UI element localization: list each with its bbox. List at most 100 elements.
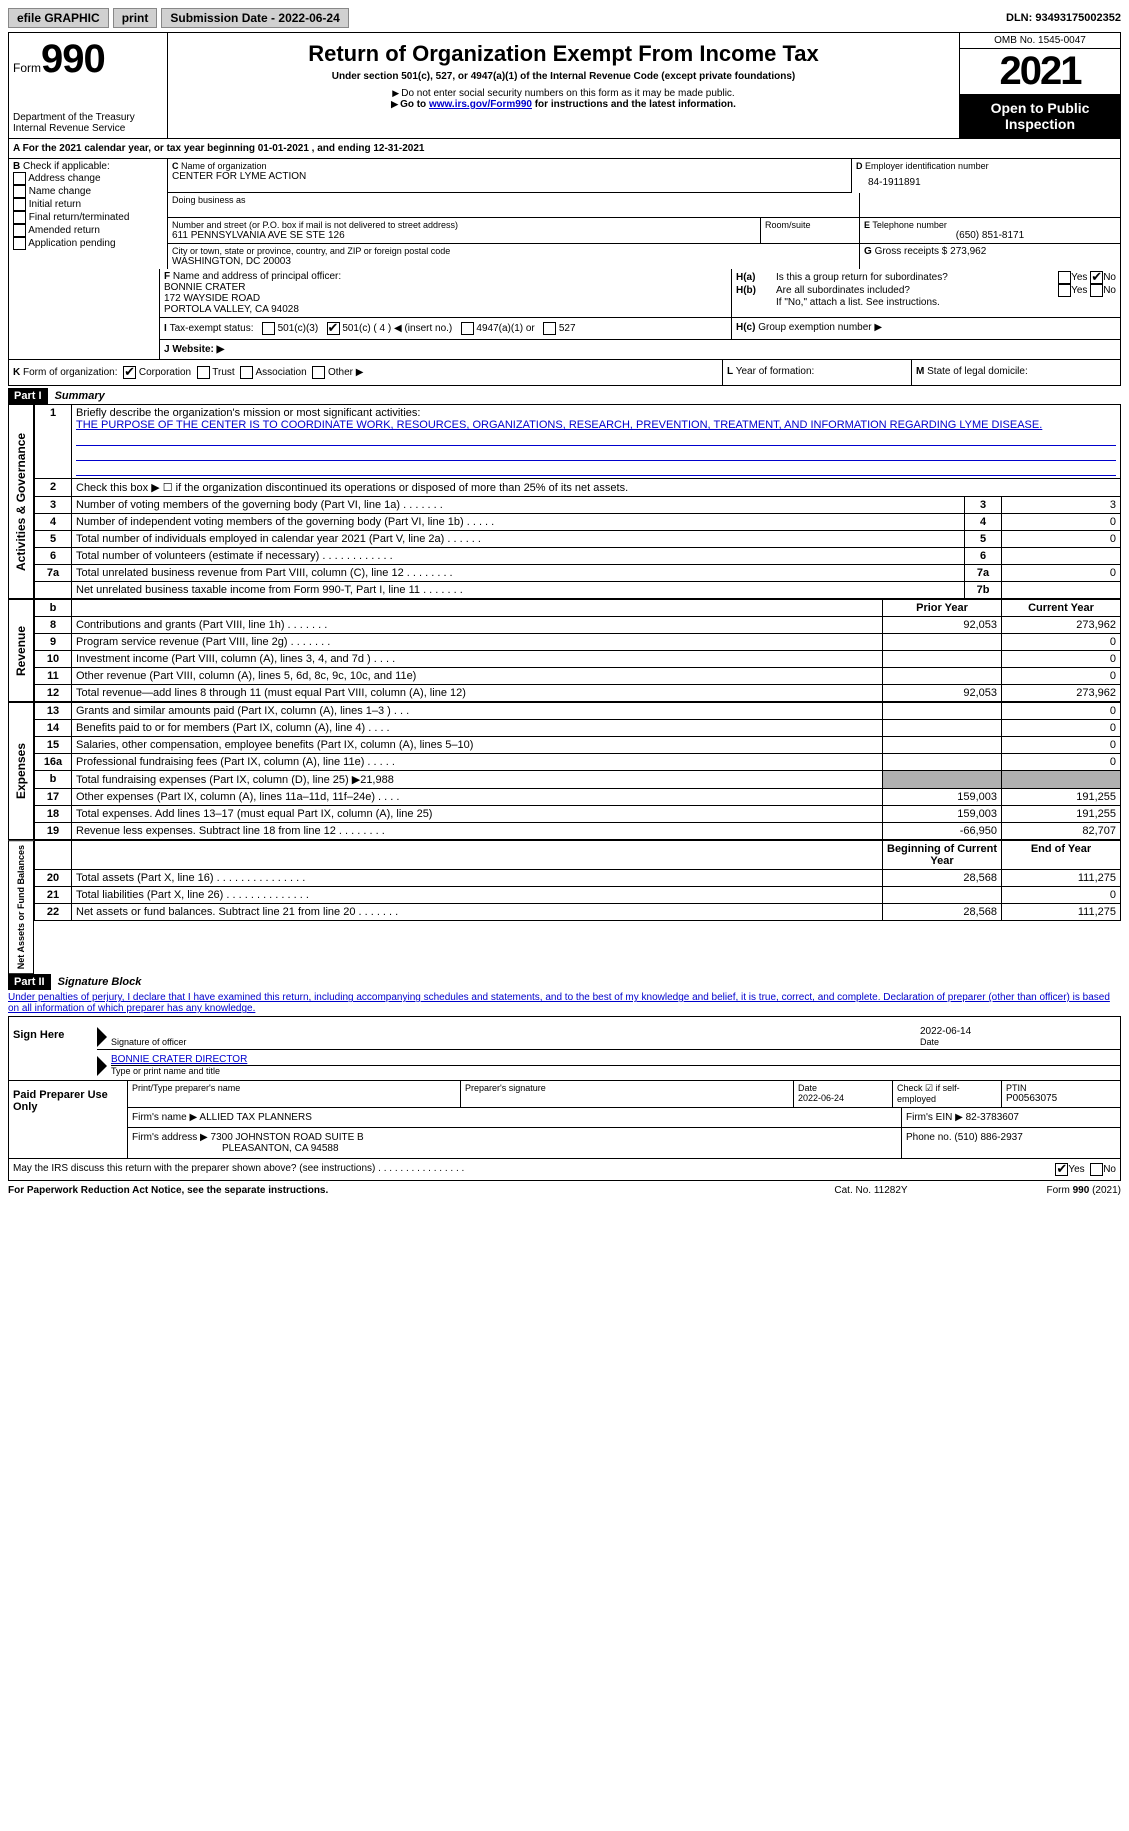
name-change-checkbox[interactable] bbox=[13, 185, 26, 198]
rev-text: Total revenue—add lines 8 through 11 (mu… bbox=[72, 685, 883, 702]
exp-text: Other expenses (Part IX, column (A), lin… bbox=[72, 789, 883, 806]
gov-text: Total number of individuals employed in … bbox=[72, 531, 965, 548]
hb-yes-checkbox[interactable] bbox=[1058, 284, 1071, 297]
net-begin: 28,568 bbox=[883, 904, 1002, 921]
sections-klm: K Form of organization: Corporation Trus… bbox=[8, 360, 1121, 386]
hc-label: Group exemption number ▶ bbox=[758, 322, 882, 333]
k-opt-3: Other ▶ bbox=[328, 367, 363, 378]
4947-checkbox[interactable] bbox=[461, 322, 474, 335]
net-begin bbox=[883, 887, 1002, 904]
hb-note: If "No," attach a list. See instructions… bbox=[736, 297, 1116, 308]
app-pending-checkbox[interactable] bbox=[13, 237, 26, 250]
strip-revenue: Revenue bbox=[8, 599, 34, 702]
j-label: Website: ▶ bbox=[172, 344, 224, 355]
gov-val: 0 bbox=[1002, 514, 1121, 531]
exp-text: Salaries, other compensation, employee b… bbox=[72, 737, 883, 754]
firm-name: ALLIED TAX PLANNERS bbox=[199, 1112, 311, 1123]
rev-prior bbox=[883, 668, 1002, 685]
caret-icon bbox=[97, 1027, 107, 1047]
discuss-no-checkbox[interactable] bbox=[1090, 1163, 1103, 1176]
exp-text: Revenue less expenses. Subtract line 18 … bbox=[72, 823, 883, 840]
assoc-checkbox[interactable] bbox=[240, 366, 253, 379]
exp-row: 13Grants and similar amounts paid (Part … bbox=[35, 703, 1121, 720]
footer-mid: Cat. No. 11282Y bbox=[771, 1185, 971, 1196]
officer-addr1: 172 WAYSIDE ROAD bbox=[164, 293, 727, 304]
firm-addr-label: Firm's address ▶ bbox=[132, 1132, 208, 1143]
ha-yes-checkbox[interactable] bbox=[1058, 271, 1071, 284]
sig-date: 2022-06-14 bbox=[920, 1026, 1120, 1037]
prep-date: 2022-06-24 bbox=[798, 1093, 888, 1103]
i-opt-0: 501(c)(3) bbox=[278, 323, 319, 334]
k-opt-2: Association bbox=[256, 367, 307, 378]
dba-label: Doing business as bbox=[172, 195, 855, 205]
prep-sig-label: Preparer's signature bbox=[465, 1083, 789, 1093]
officer-name: BONNIE CRATER bbox=[164, 282, 727, 293]
exp-row: 19Revenue less expenses. Subtract line 1… bbox=[35, 823, 1121, 840]
gov-val: 0 bbox=[1002, 565, 1121, 582]
room-label: Room/suite bbox=[761, 218, 859, 243]
page-footer: For Paperwork Reduction Act Notice, see … bbox=[8, 1181, 1121, 1200]
corp-checkbox[interactable] bbox=[123, 366, 136, 379]
exp-text: Total expenses. Add lines 13–17 (must eq… bbox=[72, 806, 883, 823]
527-checkbox[interactable] bbox=[543, 322, 556, 335]
rev-text: Investment income (Part VIII, column (A)… bbox=[72, 651, 883, 668]
self-employed: Check ☑ if self-employed bbox=[893, 1081, 1002, 1107]
dln: DLN: 93493175002352 bbox=[1006, 12, 1121, 24]
top-toolbar: efile GRAPHIC print Submission Date - 20… bbox=[8, 8, 1121, 28]
exp-curr: 191,255 bbox=[1002, 806, 1121, 823]
yes-lbl2: Yes bbox=[1071, 285, 1087, 296]
exp-text: Grants and similar amounts paid (Part IX… bbox=[72, 703, 883, 720]
addr-change-checkbox[interactable] bbox=[13, 172, 26, 185]
other-checkbox[interactable] bbox=[312, 366, 325, 379]
k-label: Form of organization: bbox=[23, 367, 118, 378]
exp-row: 15Salaries, other compensation, employee… bbox=[35, 737, 1121, 754]
submission-value: 2022-06-24 bbox=[278, 11, 339, 25]
firm-name-label: Firm's name ▶ bbox=[132, 1112, 197, 1123]
net-row: 22Net assets or fund balances. Subtract … bbox=[35, 904, 1121, 921]
gov-text: Number of independent voting members of … bbox=[72, 514, 965, 531]
initial-return-checkbox[interactable] bbox=[13, 198, 26, 211]
gov-val bbox=[1002, 548, 1121, 565]
501c-checkbox[interactable] bbox=[327, 322, 340, 335]
firm-phone: (510) 886-2937 bbox=[954, 1132, 1022, 1143]
501c3-checkbox[interactable] bbox=[262, 322, 275, 335]
exp-curr-gray bbox=[1002, 771, 1121, 789]
discuss-yes-checkbox[interactable] bbox=[1055, 1163, 1068, 1176]
firm-ein-label: Firm's EIN ▶ bbox=[906, 1112, 963, 1123]
trust-checkbox[interactable] bbox=[197, 366, 210, 379]
b-opt-2: Initial return bbox=[29, 199, 81, 210]
phone-label: Phone no. bbox=[906, 1132, 954, 1143]
prep-date-label: Date bbox=[798, 1083, 888, 1093]
phone: (650) 851-8171 bbox=[864, 230, 1116, 241]
ha-no-checkbox[interactable] bbox=[1090, 271, 1103, 284]
k-opt-1: Trust bbox=[212, 367, 234, 378]
exp-prior bbox=[883, 720, 1002, 737]
expenses-section: Expenses 13Grants and similar amounts pa… bbox=[8, 702, 1121, 840]
amended-return-checkbox[interactable] bbox=[13, 224, 26, 237]
exp-row: 14Benefits paid to or for members (Part … bbox=[35, 720, 1121, 737]
m-label: State of legal domicile: bbox=[927, 366, 1028, 377]
final-return-checkbox[interactable] bbox=[13, 211, 26, 224]
g-label: Gross receipts $ bbox=[875, 246, 951, 257]
exp-text: Professional fundraising fees (Part IX, … bbox=[72, 754, 883, 771]
form-subtitle: Under section 501(c), 527, or 4947(a)(1)… bbox=[176, 71, 951, 82]
part1-header: Part I Summary bbox=[8, 388, 1121, 404]
dln-value: 93493175002352 bbox=[1035, 12, 1121, 24]
netassets-section: Net Assets or Fund Balances Beginning of… bbox=[8, 840, 1121, 974]
exp-row: bTotal fundraising expenses (Part IX, co… bbox=[35, 771, 1121, 789]
hb-no-checkbox[interactable] bbox=[1090, 284, 1103, 297]
part2-tag: Part II bbox=[8, 974, 51, 990]
dln-label: DLN: bbox=[1006, 12, 1035, 24]
b-label: Check if applicable: bbox=[23, 161, 110, 172]
form-word: Form bbox=[13, 61, 41, 75]
gov-row: 5Total number of individuals employed in… bbox=[35, 531, 1121, 548]
efile-button[interactable]: efile GRAPHIC bbox=[8, 8, 109, 28]
print-button[interactable]: print bbox=[113, 8, 158, 28]
rev-row: 8Contributions and grants (Part VIII, li… bbox=[35, 617, 1121, 634]
irs-link[interactable]: www.irs.gov/Form990 bbox=[429, 99, 532, 110]
net-end: 111,275 bbox=[1002, 870, 1121, 887]
gov-text: Number of voting members of the governin… bbox=[72, 497, 965, 514]
net-end: 111,275 bbox=[1002, 904, 1121, 921]
ptin-label: PTIN bbox=[1006, 1083, 1116, 1093]
typed-name: BONNIE CRATER DIRECTOR bbox=[111, 1054, 1120, 1065]
